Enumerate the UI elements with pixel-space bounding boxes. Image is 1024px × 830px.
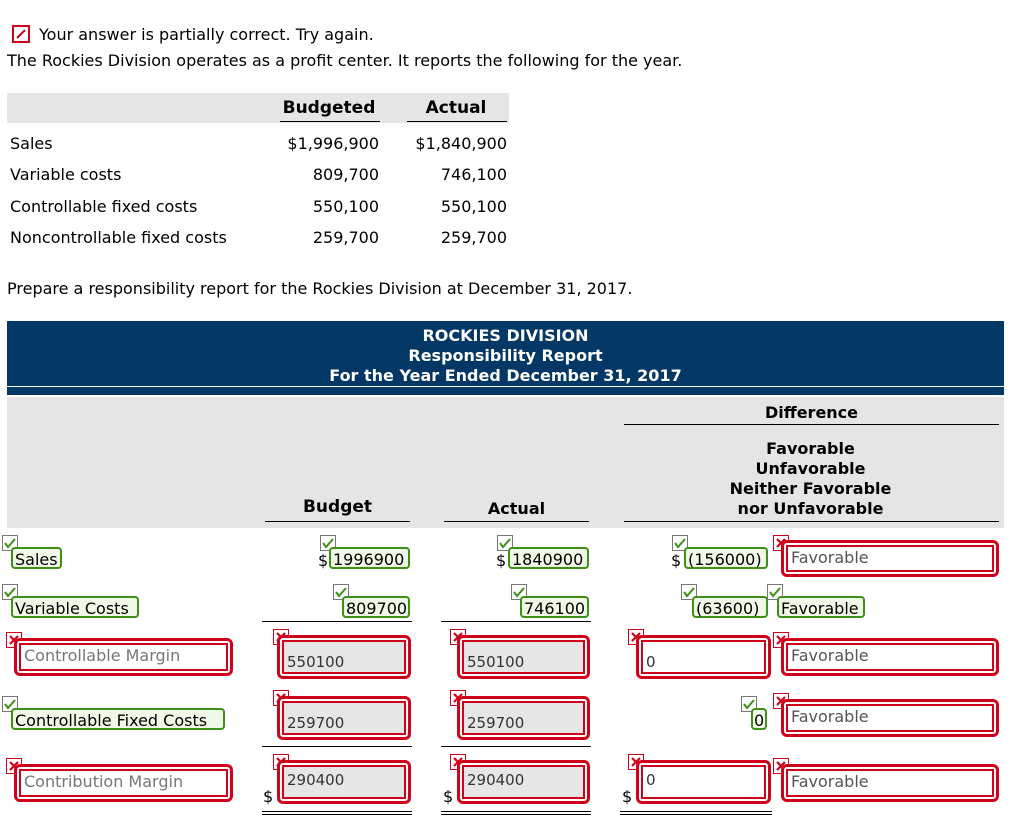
prompt-text: Prepare a responsibility report for the … [7, 279, 633, 298]
currency-symbol: $ [318, 551, 329, 570]
currency-symbol: $ [671, 551, 682, 570]
intro-text: The Rockies Division operates as a profi… [7, 51, 683, 70]
actual-col-header: Actual [487, 499, 546, 518]
actual-header: Actual [425, 98, 487, 118]
field-value: 290400 [462, 765, 585, 799]
budgeted-underline [280, 121, 380, 122]
correct-check-icon [672, 535, 688, 551]
ctrl-margin-actual-input[interactable]: 550100 [457, 635, 590, 679]
report-title-period: For the Year Ended December 31, 2017 [329, 366, 682, 385]
actual-underline [444, 521, 589, 522]
currency-symbol: $ [443, 787, 454, 806]
fav-header-2: Unfavorable [755, 459, 866, 478]
controllable-margin-label-field[interactable]: Controllable Margin [14, 638, 233, 676]
total-double-underline [620, 811, 772, 815]
budgeted-value: 259,700 [312, 228, 379, 247]
contrib-difference-input[interactable]: 0 [636, 760, 771, 804]
fav-header-1: Favorable [766, 439, 855, 458]
currency-symbol: $ [263, 787, 274, 806]
report-title-company: ROCKIES DIVISION [422, 326, 589, 345]
banner-rule [7, 386, 1004, 387]
subtotal-underline [441, 621, 591, 622]
subtotal-underline [262, 746, 412, 747]
report-column-header: Difference Favorable Unfavorable Neither… [7, 397, 1004, 528]
partially-correct-icon [12, 25, 30, 43]
table-row: Sales $1,996,900 $1,840,900 [7, 130, 509, 160]
ctrl-margin-budget-input[interactable]: 550100 [277, 635, 411, 679]
select-value: Favorable [786, 643, 994, 671]
ctrl-fixed-actual-input[interactable]: 259700 [457, 696, 590, 740]
variable-actual-input[interactable]: 746100 [520, 596, 589, 618]
subtotal-underline [441, 746, 591, 747]
budgeted-value: $1,996,900 [287, 134, 379, 153]
currency-symbol: $ [622, 787, 633, 806]
row-label: Noncontrollable fixed costs [10, 228, 227, 247]
status-message: Your answer is partially correct. Try ag… [39, 25, 374, 44]
fav-underline [624, 521, 999, 522]
currency-symbol: $ [496, 551, 507, 570]
contribution-margin-label-field[interactable]: Contribution Margin [14, 764, 233, 802]
sales-budget-input[interactable]: 1996900 [329, 547, 410, 569]
budgeted-value: 550,100 [312, 197, 379, 216]
budgeted-value: 809,700 [312, 165, 379, 184]
field-value: 259700 [462, 701, 585, 735]
ctrl-margin-difference-input[interactable]: 0 [636, 635, 771, 679]
table-row: Noncontrollable fixed costs 259,700 259,… [7, 224, 509, 254]
field-value: 0 [641, 640, 766, 674]
actual-value: 259,700 [440, 228, 507, 247]
actual-underline [407, 121, 507, 122]
sales-difference-input[interactable]: (156000) [684, 547, 768, 569]
contrib-fav-select[interactable]: Favorable [781, 764, 999, 802]
report-title-banner: ROCKIES DIVISION Responsibility Report F… [7, 321, 1004, 395]
row-label: Variable costs [10, 165, 122, 184]
field-value: 290400 [282, 765, 406, 799]
variable-fav-select[interactable]: Favorable [777, 596, 865, 618]
ctrl-fixed-difference-input[interactable]: 0 [751, 708, 767, 730]
actual-value: 550,100 [440, 197, 507, 216]
field-value: 550100 [462, 640, 585, 674]
actual-value: 746,100 [440, 165, 507, 184]
field-value: 0 [641, 765, 766, 799]
field-value: 259700 [282, 701, 406, 735]
given-table-header: Budgeted Actual [7, 93, 509, 123]
contrib-budget-input[interactable]: 290400 [277, 760, 411, 804]
select-value: Favorable [786, 545, 994, 572]
ctrl-fixed-budget-input[interactable]: 259700 [277, 696, 411, 740]
actual-value: $1,840,900 [415, 134, 507, 153]
budget-underline [265, 521, 410, 522]
select-value: Favorable [786, 704, 994, 732]
budgeted-header: Budgeted [282, 98, 376, 118]
controllable-fixed-costs-label-field[interactable]: Controllable Fixed Costs [11, 708, 225, 730]
field-value: Contribution Margin [19, 769, 228, 797]
sales-fav-select[interactable]: Favorable [781, 540, 999, 577]
variable-budget-input[interactable]: 809700 [342, 596, 410, 618]
budget-col-header: Budget [302, 497, 373, 517]
difference-underline [624, 424, 999, 425]
variable-difference-input[interactable]: (63600) [692, 596, 768, 618]
total-double-underline [262, 811, 412, 815]
fav-header-4: nor Unfavorable [737, 499, 884, 518]
select-value: Favorable [786, 769, 994, 797]
fav-header-3: Neither Favorable [729, 479, 892, 498]
difference-header: Difference [764, 403, 859, 422]
variable-costs-label-field[interactable]: Variable Costs [11, 596, 139, 618]
table-row: Controllable fixed costs 550,100 550,100 [7, 193, 509, 223]
row-label: Controllable fixed costs [10, 197, 198, 216]
ctrl-fixed-fav-select[interactable]: Favorable [781, 699, 999, 737]
subtotal-underline [262, 621, 412, 622]
contrib-actual-input[interactable]: 290400 [457, 760, 590, 804]
sales-actual-input[interactable]: 1840900 [508, 547, 589, 569]
ctrl-margin-fav-select[interactable]: Favorable [781, 638, 999, 676]
field-value: Controllable Margin [19, 643, 228, 671]
field-value: 550100 [282, 640, 406, 674]
total-double-underline [441, 811, 591, 815]
sales-label-field[interactable]: Sales [11, 547, 62, 569]
table-row: Variable costs 809,700 746,100 [7, 161, 509, 191]
report-title-name: Responsibility Report [408, 346, 603, 365]
row-label: Sales [10, 134, 53, 153]
